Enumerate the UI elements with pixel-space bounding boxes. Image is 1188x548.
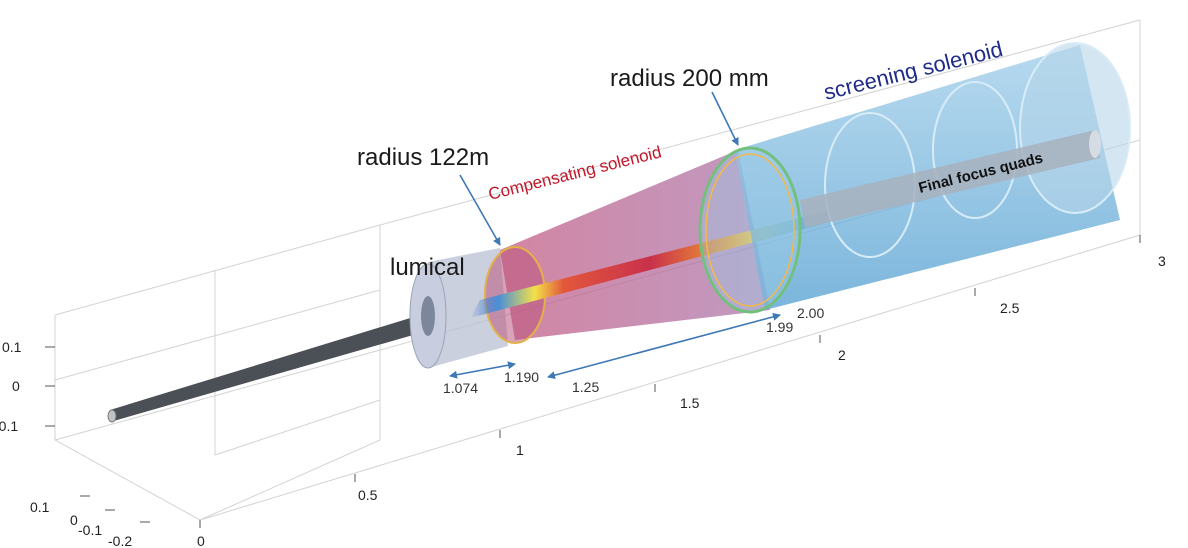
tick-label: -0.2 (108, 533, 132, 548)
tick-label: 0.5 (358, 487, 378, 503)
distance-label-1190: 1.190 (504, 369, 539, 385)
radius-122-arrow (459, 174, 501, 246)
distance-label-200: 2.00 (797, 305, 824, 321)
beampipe (107, 315, 420, 423)
tick-label: 0 (70, 512, 78, 528)
tick-label: 0.1 (2, 339, 22, 355)
depth-axis-labels: 0.1 0 -0.1 -0.2 (30, 499, 132, 548)
tick-label: 0.1 (30, 499, 50, 515)
tick-label: 0 (12, 378, 20, 394)
callout-arrows (449, 91, 781, 380)
axis-ticks (45, 235, 1141, 528)
vertical-axis-labels: 0.1 0 -0.1 (0, 339, 22, 434)
tick-label: 1.5 (680, 395, 700, 411)
radius-200-label: radius 200 mm (610, 65, 769, 92)
tick-label: 0 (197, 533, 205, 548)
span-125-200-arrow (547, 312, 781, 380)
tick-label: 2.5 (1000, 300, 1020, 316)
tick-label: 2 (838, 347, 846, 363)
long-axis-labels: 0 0.5 1 1.5 2 2.5 3 (197, 253, 1166, 548)
distance-label-1074: 1.074 (443, 380, 478, 396)
span-1074-1190-arrow (449, 361, 516, 379)
tick-label: 3 (1158, 253, 1166, 269)
distance-label-199: 1.99 (766, 319, 793, 335)
distance-label-125: 1.25 (572, 379, 599, 395)
central-beam (470, 210, 830, 318)
lumical-label: lumical (390, 254, 465, 281)
radius-122-label: radius 122m (357, 144, 489, 171)
tick-label: -0.1 (0, 418, 18, 434)
radius-200-arrow (711, 91, 739, 146)
tick-label: -0.1 (78, 522, 102, 538)
final-focus-quads (800, 130, 1101, 228)
tick-label: 1 (516, 442, 524, 458)
